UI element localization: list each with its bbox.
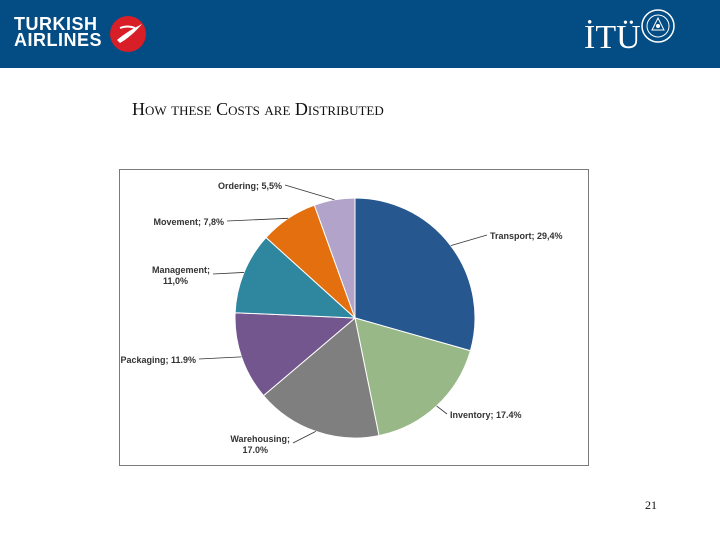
pie-chart: Transport; 29,4% Inventory; 17.4% Warehous… [120,181,563,455]
leader-line-packaging [198,356,242,360]
header-banner: TURKISH AIRLINES İTÜ [0,0,720,68]
leader-line-ordering [284,184,335,201]
pie-chart-frame: Transport; 29,4% Inventory; 17.4% Warehous… [119,169,589,466]
leader-line-management [212,272,245,275]
pie-slice-warehousing [262,317,380,439]
pie-slice-inventory [354,317,472,437]
airline-logo-line2: AIRLINES [14,30,103,50]
pie-slice-transport [354,197,476,352]
itu-seal-icon [641,9,675,43]
slice-label-warehousing: Warehousing; 17.0% [230,434,290,455]
slice-label-transport: Transport; 29,4% [490,231,563,241]
pie-slice-ordering [313,197,356,319]
slice-label-management: Management; 11,0% [152,265,210,286]
page-number: 21 [645,498,657,512]
slice-label-ordering: Ordering; 5,5% [218,181,282,191]
airline-logo-line1: TURKISH [14,14,98,34]
turkish-airlines-emblem-icon [110,16,146,52]
leader-line-inventory [436,405,448,415]
slice-label-inventory: Inventory; 17.4% [450,410,522,420]
slice-label-packaging: Packaging; 11.9% [120,355,196,365]
slice-label-movement: Movement; 7,8% [153,217,224,227]
leader-line-movement [226,217,289,222]
leader-line-warehousing [292,431,316,444]
leader-line-transport [450,234,488,247]
itu-logo-text: İTÜ [584,19,641,56]
slide-title: How these Costs are Distributed [132,99,384,119]
turkish-airlines-logo: TURKISH AIRLINES [14,14,103,50]
